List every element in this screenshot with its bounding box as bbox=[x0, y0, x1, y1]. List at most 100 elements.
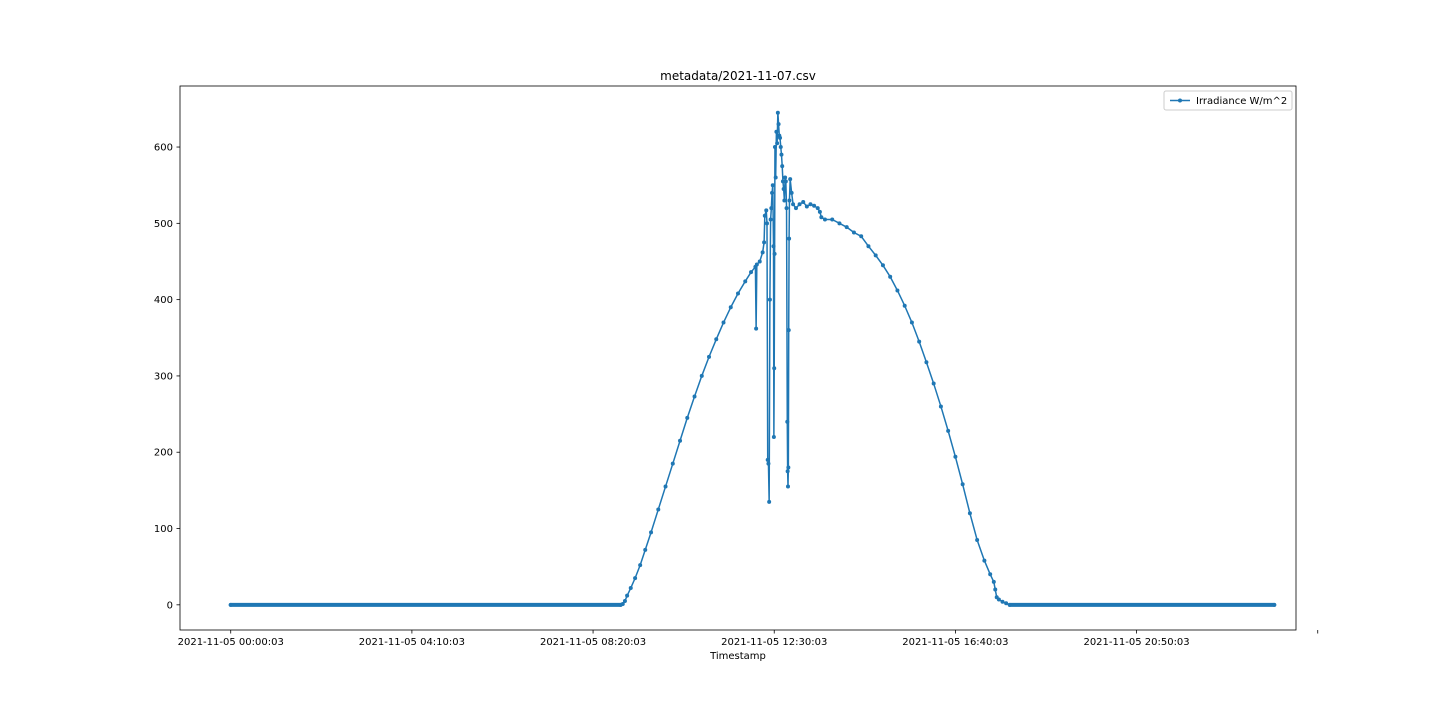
data-point bbox=[625, 593, 630, 598]
data-point bbox=[817, 209, 822, 214]
data-point bbox=[895, 288, 900, 293]
data-point bbox=[721, 320, 726, 325]
data-point bbox=[776, 122, 781, 127]
data-point bbox=[982, 558, 987, 563]
data-point bbox=[953, 454, 958, 459]
data-point bbox=[685, 415, 690, 420]
data-point bbox=[767, 499, 772, 504]
data-point bbox=[822, 217, 827, 222]
data-point bbox=[760, 250, 765, 255]
data-point bbox=[793, 206, 798, 211]
data-point bbox=[743, 279, 748, 284]
data-point bbox=[775, 110, 780, 115]
data-point bbox=[786, 465, 791, 470]
data-point bbox=[778, 135, 783, 140]
x-tick-label: 2021-11-05 08:20:03 bbox=[540, 637, 646, 648]
data-point bbox=[638, 563, 643, 568]
data-point bbox=[873, 253, 878, 258]
data-point bbox=[787, 198, 792, 203]
series-markers bbox=[228, 110, 1277, 607]
x-tick-label: 2021-11-05 04:10:03 bbox=[359, 637, 465, 648]
data-point bbox=[628, 586, 633, 591]
data-point bbox=[780, 179, 785, 184]
data-point bbox=[851, 230, 856, 235]
series-line-irradiance bbox=[230, 111, 1275, 606]
x-axis-label: Timestamp bbox=[709, 651, 766, 662]
data-point bbox=[784, 206, 789, 211]
data-point bbox=[785, 469, 790, 474]
chart-title: metadata/2021-11-07.csv bbox=[660, 69, 816, 83]
data-point bbox=[859, 234, 864, 239]
data-point bbox=[766, 461, 771, 466]
data-point bbox=[670, 461, 675, 466]
data-point bbox=[924, 360, 929, 365]
data-point bbox=[938, 404, 943, 409]
data-point bbox=[774, 129, 779, 134]
data-point bbox=[649, 530, 654, 535]
data-point bbox=[808, 202, 813, 207]
data-point bbox=[917, 339, 922, 344]
data-point bbox=[788, 177, 793, 182]
data-point bbox=[622, 599, 627, 604]
data-point bbox=[993, 587, 998, 592]
x-tick-label: 2021-11-05 20:50:03 bbox=[1083, 637, 1189, 648]
legend-box bbox=[1163, 90, 1293, 111]
data-point bbox=[633, 576, 638, 581]
data-point bbox=[797, 202, 802, 207]
data-point bbox=[815, 206, 820, 211]
data-point bbox=[996, 597, 1001, 602]
data-point bbox=[762, 240, 767, 245]
data-point bbox=[888, 274, 893, 279]
y-tick-label: 200 bbox=[154, 448, 173, 459]
data-point bbox=[765, 457, 770, 462]
data-point bbox=[771, 244, 776, 249]
axes: 0 100 200 300 400 500 600 2021-11-05 00:00:03 20… bbox=[154, 85, 1319, 648]
data-point bbox=[785, 419, 790, 424]
y-tick-label: 300 bbox=[154, 371, 173, 382]
y-tick-label: 0 bbox=[167, 600, 173, 611]
plot-area bbox=[228, 110, 1277, 607]
data-point bbox=[767, 297, 772, 302]
data-point bbox=[749, 270, 754, 275]
data-point bbox=[812, 203, 817, 208]
data-point bbox=[844, 225, 849, 230]
data-point bbox=[819, 215, 824, 220]
data-point bbox=[967, 511, 972, 516]
data-point bbox=[988, 572, 993, 577]
data-point bbox=[931, 381, 936, 386]
data-point bbox=[714, 337, 719, 342]
data-point bbox=[975, 537, 980, 542]
data-point bbox=[960, 482, 965, 487]
data-point bbox=[909, 320, 914, 325]
y-tick-label: 400 bbox=[154, 295, 173, 306]
data-point bbox=[1004, 601, 1009, 606]
data-point bbox=[772, 145, 777, 150]
data-point bbox=[804, 204, 809, 209]
data-point bbox=[707, 354, 712, 359]
y-tick-label: 100 bbox=[154, 524, 173, 535]
data-point bbox=[762, 213, 767, 218]
y-tick-label: 500 bbox=[154, 219, 173, 230]
data-point bbox=[779, 152, 784, 157]
data-point bbox=[678, 438, 683, 443]
data-point bbox=[781, 187, 786, 191]
axes-frame bbox=[179, 85, 1297, 631]
data-point bbox=[656, 507, 661, 512]
data-point bbox=[902, 303, 907, 308]
data-point bbox=[663, 484, 668, 489]
data-point bbox=[757, 259, 762, 264]
data-point bbox=[643, 547, 648, 552]
x-tick-label: 2021-11-05 12:30:03 bbox=[721, 637, 827, 648]
data-point bbox=[773, 175, 778, 180]
y-tick-label: 600 bbox=[154, 143, 173, 154]
data-point bbox=[775, 141, 780, 146]
data-point bbox=[1000, 599, 1005, 604]
data-point bbox=[801, 199, 806, 204]
legend: Irradiance W/m^2 bbox=[1163, 90, 1293, 111]
data-point bbox=[769, 206, 774, 211]
data-point bbox=[728, 305, 733, 310]
data-point bbox=[991, 579, 996, 584]
data-point bbox=[786, 328, 791, 333]
legend-dot-marker bbox=[1178, 98, 1182, 103]
